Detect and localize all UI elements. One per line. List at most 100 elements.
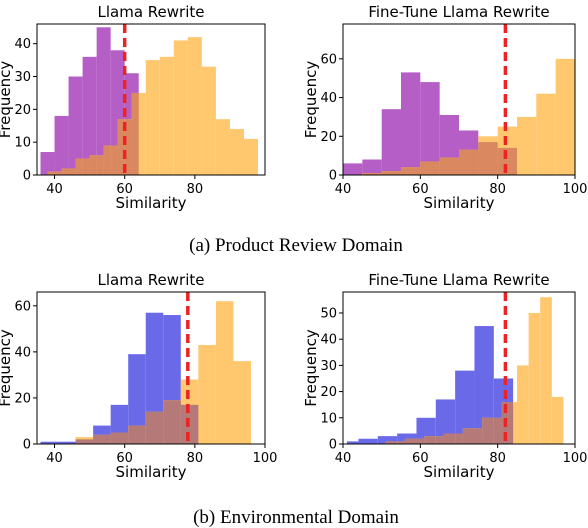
bar-overlap [89,155,97,175]
bar-orange [187,37,202,176]
bar-blue [474,326,494,444]
bar-overlap [128,425,146,444]
y-tick-label: 60 [14,299,31,314]
x-tick-label: 80 [187,182,204,197]
bar-overlap [75,158,83,175]
bar-overlap [131,92,139,175]
bar-overlap [455,433,463,444]
x-tick-label: 40 [46,451,63,466]
bar-blue [455,370,475,444]
bar-overlap [103,145,111,175]
caption-environmental: (b) Environmental Domain [193,507,399,528]
bar-orange [201,66,216,175]
bar-overlap [424,436,436,444]
bar-purple [401,72,421,175]
y-tick-label: 40 [320,333,337,348]
bar-purple [82,56,97,175]
bar-purple [362,159,382,175]
y-axis-label: Frequency [0,329,14,407]
x-tick-label: 80 [187,451,204,466]
plot-frame [342,23,576,176]
bar-orange [215,301,234,444]
bar-overlap [401,167,421,175]
bar-blue [435,399,456,444]
bar-orange [229,129,244,175]
bar-orange [159,56,174,175]
x-tick-label: 80 [489,451,506,466]
bar-orange [198,344,216,444]
bar-overlap [474,428,483,444]
bar-overlap [459,149,479,175]
bar-overlap [163,400,181,444]
bar-blue [145,312,164,444]
chart-environmental-finetune-llama-rewrite: 40 60 80 100 0 10 20 30 40 50 Fine-Tune Llama Rewr… [302,271,587,481]
bar-overlap [362,173,382,175]
caption-product-review: (a) Product Review Domain [189,235,403,256]
x-tick-label: 100 [563,451,588,466]
bar-overlap [96,155,104,175]
bar-orange [173,40,188,176]
chart-title: Llama Rewrite [98,3,205,21]
y-axis-label: Frequency [0,61,14,139]
bar-blue [377,436,398,444]
bar-purple [343,163,363,175]
y-tick-label: 40 [14,345,31,360]
bar-overlap [68,168,76,175]
bar-purple [54,115,69,175]
bar-overlap [54,171,62,175]
y-tick-label: 20 [14,391,31,406]
y-axis-label: Frequency [302,61,320,139]
y-tick-label: 0 [23,438,31,453]
x-tick-label: 60 [412,451,429,466]
bar-overlap [110,432,129,444]
bar-orange [536,93,556,175]
bar-purple [96,27,111,175]
bar-overlap [47,171,55,175]
plot-frame [36,291,266,445]
bar-orange [215,119,230,175]
x-tick-label: 100 [563,182,588,197]
bar-overlap [497,147,517,175]
bar-orange [540,297,552,444]
bar-orange [551,396,564,444]
chart-product-llama-rewrite: 40 60 80 0 10 20 30 40 Llama Rewrite Similarity Fr… [0,3,266,212]
bar-overlap [124,119,132,175]
y-tick-label: 0 [23,169,31,184]
x-tick-label: 60 [116,182,133,197]
bar-overlap [145,411,164,444]
x-axis-label: Similarity [116,463,187,481]
bar-overlap [82,158,90,175]
plot-frame [36,23,266,176]
bar-overlap [462,428,475,444]
bar-overlap [93,434,111,444]
bar-overlap [420,161,440,175]
bar-overlap [117,119,125,175]
bar-purple [420,82,440,175]
y-tick-label: 0 [329,438,337,453]
bar-overlap [110,145,118,175]
x-axis-label: Similarity [424,194,495,212]
bar-overlap [180,404,199,444]
x-tick-label: 80 [489,182,506,197]
bar-overlap [61,168,69,175]
bar-purple [40,152,55,175]
x-axis-label: Similarity [116,194,187,212]
plot-frame [342,291,576,445]
bar-overlap [385,441,398,444]
y-tick-label: 30 [320,359,337,374]
bar-overlap [416,438,425,444]
chart-title: Fine-Tune Llama Rewrite [368,3,549,21]
bar-overlap [501,402,514,444]
y-tick-label: 30 [14,70,31,85]
bar-overlap [435,436,444,444]
bar-overlap [478,142,498,175]
chart-product-finetune-llama-rewrite: 40 60 80 100 0 20 40 60 Fine-Tune Llama Rewrite S… [302,3,587,212]
x-tick-label: 40 [335,451,352,466]
bar-orange [517,365,529,444]
chart-title: Fine-Tune Llama Rewrite [368,271,549,289]
y-axis-label: Frequency [302,329,320,407]
bar-blue [346,441,359,444]
bar-purple [381,109,401,175]
y-tick-label: 20 [320,130,337,145]
